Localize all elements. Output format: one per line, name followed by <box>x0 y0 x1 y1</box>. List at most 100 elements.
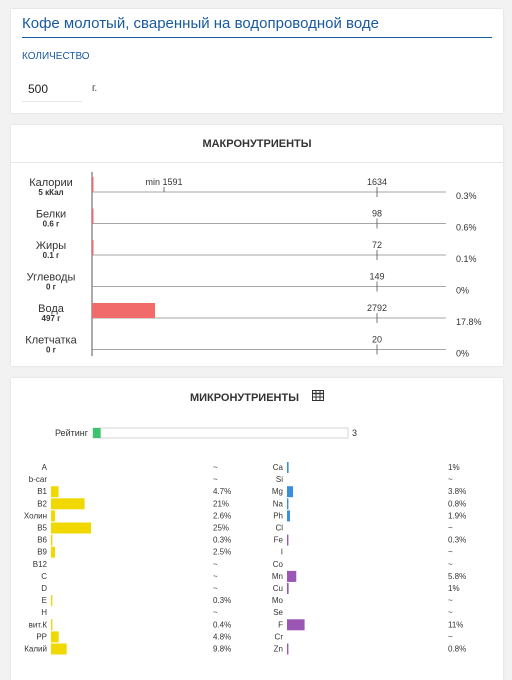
mineral-name: Si <box>276 475 283 484</box>
mineral-name: Ph <box>273 511 283 520</box>
mineral-name: Cr <box>275 632 284 641</box>
macro-name: Углеводы <box>27 272 76 284</box>
vitamin-percent: 9.8% <box>213 645 231 654</box>
vitamin-bar <box>51 619 53 631</box>
macro-amount: 5 кКал <box>38 188 63 197</box>
mineral-percent: 3.8% <box>448 487 466 496</box>
macro-amount: 0 г <box>46 346 57 355</box>
mineral-name: F <box>278 620 283 629</box>
macro-target-label: 20 <box>372 335 382 345</box>
mineral-name: I <box>281 548 283 557</box>
vitamin-percent: 0.3% <box>213 536 231 545</box>
vitamin-bar <box>51 534 53 546</box>
table-icon[interactable] <box>312 378 325 418</box>
macro-bar <box>92 303 156 318</box>
macro-percent: 17.8% <box>456 317 482 327</box>
food-card: Кофе молотый, сваренный на водопроводной… <box>11 9 503 113</box>
macro-amount: 0.6 г <box>43 220 60 229</box>
mineral-bar <box>287 534 289 546</box>
micronutrients-heading: МИКРОНУТРИЕНТЫ <box>11 378 503 418</box>
vitamin-percent: 4.8% <box>213 632 231 641</box>
rating-value: 3 <box>352 428 357 438</box>
vitamin-percent: 25% <box>213 524 229 533</box>
vitamin-percent: 0.3% <box>213 596 231 605</box>
macronutrients-card: МАКРОНУТРИЕНТЫ Калории 5 кКал 1634 0.3% min … <box>11 125 503 366</box>
mineral-name: Cu <box>273 584 283 593</box>
vitamin-name: вит.К <box>29 620 48 629</box>
vitamin-name: PP <box>36 632 47 641</box>
vitamin-percent: 2.5% <box>213 548 231 557</box>
vitamin-name: B6 <box>37 536 47 545</box>
macro-bar <box>92 177 94 192</box>
vitamin-percent: ~ <box>213 560 218 569</box>
mineral-name: Mo <box>272 596 284 605</box>
mineral-bar <box>287 570 297 582</box>
vitamin-name: D <box>41 584 47 593</box>
mineral-bar <box>287 619 305 631</box>
macro-percent: 0% <box>456 349 469 359</box>
macro-percent: 0.6% <box>456 223 477 233</box>
macro-target-label: 1634 <box>367 177 387 187</box>
macro-name: Жиры <box>36 240 66 252</box>
macronutrients-heading-text: МАКРОНУТРИЕНТЫ <box>202 138 312 150</box>
macro-amount: 497 г <box>42 314 62 323</box>
mineral-bar <box>287 510 291 522</box>
rating-track <box>92 427 349 439</box>
mineral-name: Ca <box>273 463 284 472</box>
mineral-percent: ~ <box>448 560 453 569</box>
micronutrients-chart: Рейтинг 3 A ~ b-car ~ B1 4.7% B2 21% Холин 2.6% B5 25… <box>24 427 466 655</box>
vitamin-bar <box>51 522 91 534</box>
vitamin-name: B9 <box>37 548 47 557</box>
macro-name: Вода <box>38 303 65 315</box>
vitamin-name: B1 <box>37 487 47 496</box>
mineral-bar <box>287 583 289 594</box>
vitamin-bar <box>51 643 67 655</box>
mineral-bar <box>287 643 289 655</box>
macro-percent: 0.1% <box>456 254 477 264</box>
mineral-name: Mn <box>272 572 283 581</box>
quantity-label: КОЛИЧЕСТВО <box>22 51 90 62</box>
macro-name: Белки <box>36 209 66 221</box>
mineral-percent: ~ <box>448 475 453 484</box>
mineral-bar <box>287 462 289 473</box>
mineral-name: Na <box>273 499 284 508</box>
mineral-percent: 1% <box>448 463 460 472</box>
vitamin-bar <box>51 498 85 510</box>
mineral-name: Cl <box>275 524 283 533</box>
macro-amount: 0 г <box>46 283 57 292</box>
vitamin-percent: ~ <box>213 475 218 484</box>
macronutrients-heading: МАКРОНУТРИЕНТЫ <box>11 125 503 163</box>
vitamin-name: C <box>41 572 47 581</box>
mineral-percent: ~ <box>448 596 453 605</box>
rating-label: Рейтинг <box>55 428 89 438</box>
vitamin-bar <box>51 631 59 643</box>
vitamin-name: E <box>42 596 47 605</box>
mineral-bar <box>287 486 294 498</box>
food-title: Кофе молотый, сваренный на водопроводной… <box>22 15 492 38</box>
macro-name: Калории <box>29 177 73 189</box>
vitamin-bar <box>51 486 59 498</box>
mineral-percent: 0.8% <box>448 499 466 508</box>
vitamin-percent: ~ <box>213 584 218 593</box>
mineral-percent: 11% <box>448 620 463 629</box>
macro-amount: 0.1 г <box>43 251 60 260</box>
vitamin-name: B2 <box>37 499 47 508</box>
macro-target-label: 149 <box>369 272 384 282</box>
quantity-input[interactable] <box>22 76 82 102</box>
vitamin-percent: 2.6% <box>213 511 231 520</box>
mineral-name: Mg <box>272 487 283 496</box>
mineral-percent: 0.8% <box>448 645 466 654</box>
vitamin-percent: ~ <box>213 608 218 617</box>
vitamin-name: Холин <box>24 511 47 520</box>
mineral-bar <box>287 498 289 510</box>
macro-target-label: 2792 <box>367 303 387 313</box>
vitamin-percent: ~ <box>213 463 218 472</box>
vitamin-percent: 0.4% <box>213 620 231 629</box>
vitamin-percent: 4.7% <box>213 487 231 496</box>
vitamin-bar <box>51 510 56 522</box>
macro-bar <box>92 208 94 224</box>
macro-name: Клетчатка <box>25 335 77 347</box>
micronutrients-heading-text: МИКРОНУТРИЕНТЫ <box>189 392 299 404</box>
mineral-percent: ~ <box>448 608 453 617</box>
